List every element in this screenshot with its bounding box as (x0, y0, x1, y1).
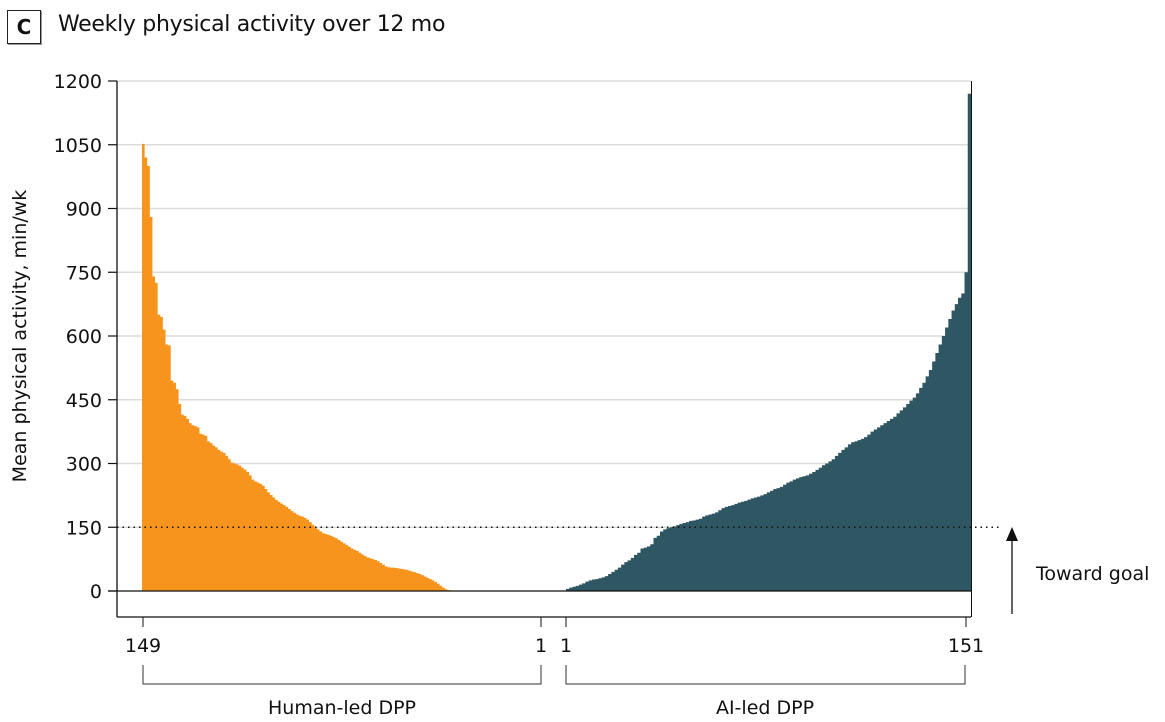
toward-goal-arrow-icon (1006, 527, 1018, 614)
y-axis-label: Mean physical activity, min/wk (9, 190, 31, 483)
y-tick-label: 450 (66, 390, 102, 412)
y-tick-label: 300 (66, 454, 102, 476)
y-tick-label: 900 (66, 199, 102, 221)
panel-letter: C (7, 10, 41, 44)
ai-group-bracket (565, 665, 966, 685)
human-group-bracket (142, 665, 542, 685)
y-tick-label: 1200 (54, 71, 102, 93)
y-axis-ticks: 0 150 300 450 600 750 900 1050 1200 (54, 71, 117, 603)
y-tick-label: 1050 (54, 135, 102, 157)
toward-goal-label: Toward goal (1035, 563, 1149, 585)
x-tick-ai-left: 1 (560, 635, 572, 657)
x-tick-human-right: 1 (535, 635, 547, 657)
bar-series (142, 143, 531, 591)
ai-group-label: AI-led DPP (716, 697, 814, 719)
ai-led-bars (566, 93, 971, 591)
x-tick-ai-right: 151 (948, 635, 984, 657)
y-tick-label: 750 (66, 262, 102, 284)
bar-series (566, 93, 971, 591)
x-tick-human-left: 149 (125, 635, 161, 657)
y-tick-label: 0 (90, 581, 102, 603)
chart-title: Weekly physical activity over 12 mo (58, 12, 446, 37)
y-tick-label: 600 (66, 326, 102, 348)
y-tick-label: 150 (66, 517, 102, 539)
human-group-label: Human-led DPP (268, 697, 416, 719)
human-led-bars (142, 143, 531, 591)
